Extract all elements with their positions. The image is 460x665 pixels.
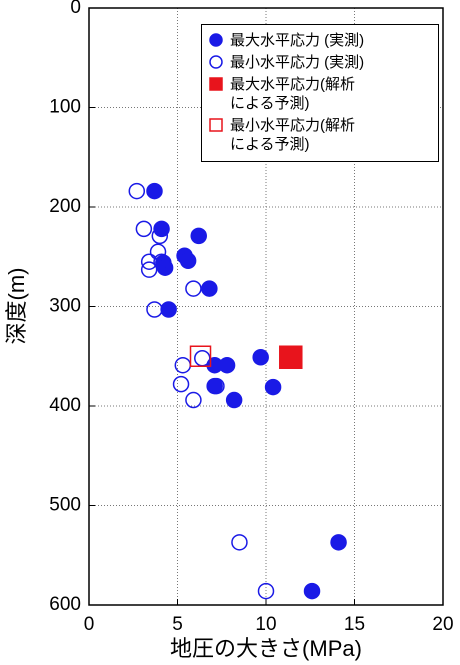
legend-icon: [209, 77, 223, 91]
legend: 最大水平応力 (実測) 最小水平応力 (実測) 最大水平応力(解析 による予測) 最小…: [201, 24, 439, 162]
x-tick-label: 20: [432, 614, 453, 635]
square-marker: [209, 77, 223, 91]
circle-marker: [172, 375, 190, 393]
circle-marker: [185, 280, 202, 297]
x-tick-label: 5: [172, 614, 183, 635]
circle-marker: [225, 391, 243, 409]
circle-marker: [149, 243, 167, 261]
y-tick-label: 600: [49, 594, 81, 615]
legend-label: 最小水平応力(解析 による予測): [230, 117, 355, 153]
legend-icon: [209, 118, 223, 132]
x-tick-label: 10: [255, 614, 276, 635]
circle-marker: [179, 252, 197, 269]
circle-marker: [208, 377, 225, 395]
circle-marker: [201, 280, 218, 297]
circle-marker: [330, 534, 347, 551]
circle-marker: [146, 301, 163, 318]
legend-label: 最大水平応力(解析 による予測): [230, 76, 355, 112]
circle-marker: [257, 582, 275, 600]
circle-marker: [146, 182, 163, 200]
legend-icon: [209, 33, 223, 47]
legend-label: 最小水平応力 (実測): [230, 54, 365, 71]
y-tick-label: 500: [49, 495, 81, 516]
square-marker: [209, 118, 223, 132]
circle-marker: [151, 227, 169, 245]
circle-marker: [209, 55, 223, 69]
legend-entry: 最小水平応力(解析 による予測): [208, 116, 438, 154]
circle-marker: [190, 227, 207, 245]
legend-icon: [209, 55, 223, 69]
plot-frame: [88, 7, 444, 606]
legend-entry: 最大水平応力 (実測): [208, 31, 438, 50]
legend-label: 最大水平応力 (実測): [230, 32, 365, 49]
circle-marker: [140, 253, 158, 270]
circle-marker: [185, 391, 202, 409]
y-tick-label: 400: [49, 395, 81, 416]
circle-marker: [264, 378, 282, 396]
y-tick-label: 300: [49, 296, 81, 317]
square-marker: [279, 345, 303, 369]
square-marker: [189, 345, 212, 367]
x-axis-title: 地圧の大きさ(MPa): [170, 636, 362, 661]
circle-marker: [160, 301, 177, 318]
circle-marker: [135, 220, 153, 238]
circle-marker: [231, 534, 248, 551]
y-axis-title: 深度(m): [4, 268, 29, 345]
circle-marker: [252, 348, 269, 366]
legend-entry: 最小水平応力 (実測): [208, 53, 438, 72]
y-tick-label: 100: [49, 97, 81, 118]
circle-marker: [303, 582, 321, 600]
circle-marker: [140, 261, 158, 278]
circle-marker: [194, 349, 211, 367]
circle-marker: [153, 253, 170, 270]
y-tick-label: 0: [70, 0, 81, 18]
x-tick-label: 15: [344, 614, 365, 635]
y-tick-label: 200: [49, 196, 81, 217]
x-tick-label: 0: [84, 614, 95, 635]
legend-entry: 最大水平応力(解析 による予測): [208, 75, 438, 113]
circle-marker: [209, 33, 223, 47]
circle-marker: [128, 182, 146, 200]
